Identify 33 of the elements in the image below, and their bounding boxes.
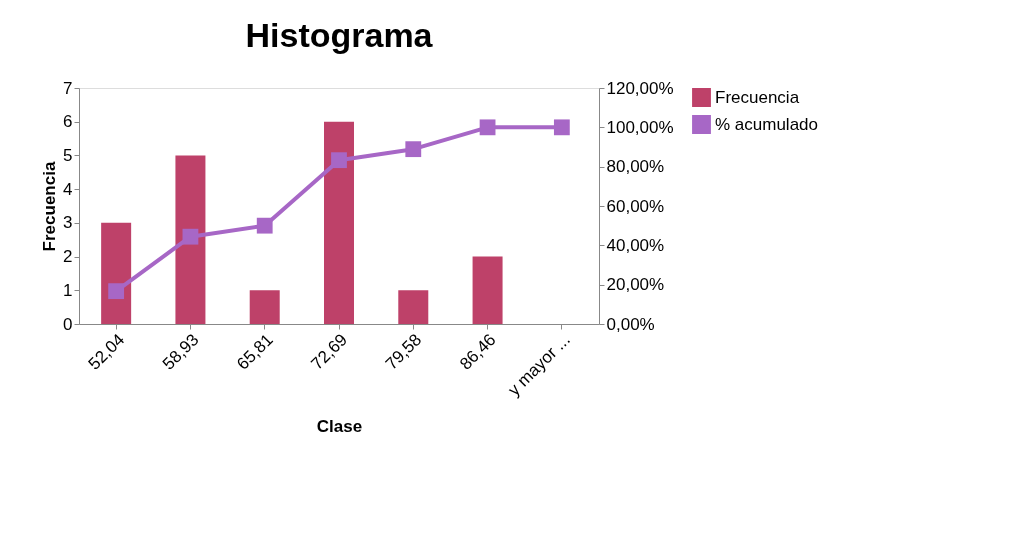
x-axis-title: Clase [316,416,363,436]
y-tick-label: 7 [63,78,73,98]
y2-tick-label: 0,00% [606,314,655,334]
legend-label: % acumulado [715,114,819,134]
point [553,119,570,136]
point [108,283,125,300]
y-tick-label: 4 [63,179,73,199]
y2-tick-label: 80,00% [606,157,665,177]
point [256,217,273,234]
y-axis-title: Frecuencia [40,161,60,252]
bar [472,256,503,324]
y-tick-label: 3 [63,213,73,233]
y2-tick-label: 60,00% [606,196,665,216]
y-tick-label: 5 [63,145,73,165]
point [479,119,496,136]
y-tick-label: 6 [63,112,73,132]
bar [398,290,429,324]
bar [101,222,132,324]
point [182,228,199,245]
point [405,141,422,158]
point [331,152,347,169]
chart-title: Histograma [245,16,434,54]
bar [249,290,280,324]
y2-tick-label: 100,00% [606,117,674,137]
legend-label: Frecuencia [715,87,800,107]
bar [324,121,354,324]
y2-tick-label: 120,00% [606,78,674,98]
y-tick-label: 2 [63,247,73,267]
y2-tick-label: 20,00% [606,275,665,295]
y-tick-label: 0 [63,314,73,334]
y2-tick-label: 40,00% [606,235,665,255]
bar [175,155,206,324]
y-tick-label: 1 [63,280,73,300]
